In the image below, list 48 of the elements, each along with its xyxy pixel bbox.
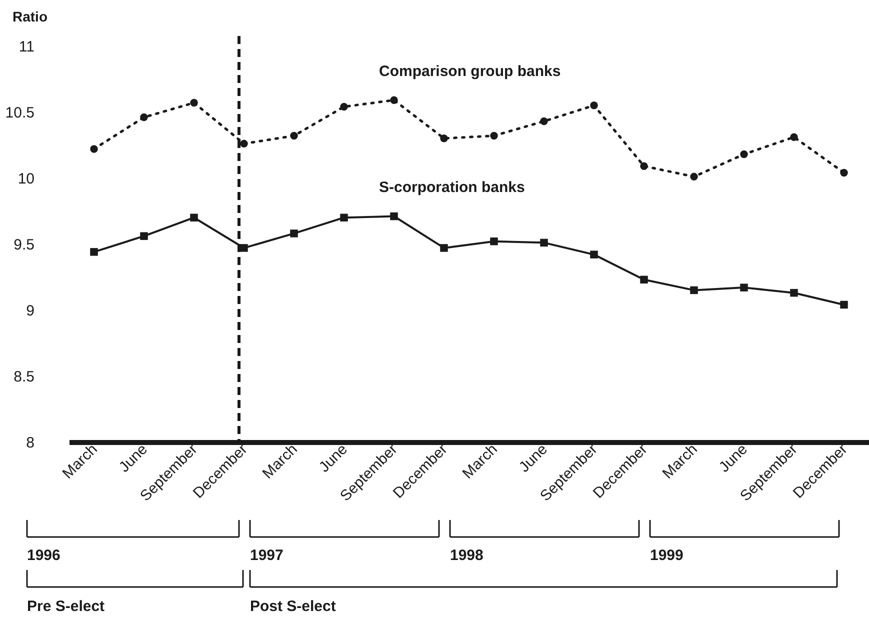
point	[390, 96, 398, 104]
point	[290, 132, 298, 140]
point	[690, 172, 698, 181]
point	[140, 232, 148, 240]
point	[240, 244, 248, 252]
text: 1998	[450, 547, 484, 564]
point	[140, 113, 148, 122]
point	[490, 132, 498, 140]
point	[590, 250, 598, 258]
point	[390, 212, 398, 220]
y-tick-label: 9.5	[14, 236, 34, 254]
y-tick-label: 11	[18, 38, 34, 56]
point	[440, 244, 448, 252]
text: 1999	[650, 547, 684, 564]
point	[540, 238, 548, 247]
point	[240, 140, 248, 148]
point	[790, 133, 798, 141]
point	[690, 286, 698, 294]
point	[540, 117, 548, 126]
point	[340, 102, 348, 111]
text: Post S-elect	[250, 598, 336, 615]
point	[190, 98, 198, 107]
point	[90, 248, 98, 256]
point	[640, 162, 648, 170]
y-tick-label: 9	[26, 302, 34, 320]
point	[590, 102, 598, 110]
point	[790, 288, 798, 297]
text: Pre S-elect	[27, 598, 105, 615]
y-tick-label: 8	[26, 434, 34, 452]
y-tick-label: 8.5	[14, 368, 34, 386]
point	[740, 150, 748, 158]
y-tick-label: 10.5	[5, 104, 34, 122]
point	[290, 230, 298, 238]
point	[190, 214, 198, 222]
text: 1997	[250, 547, 284, 564]
point	[640, 276, 648, 284]
point	[90, 145, 98, 153]
point	[440, 134, 448, 142]
point	[840, 168, 848, 177]
point	[840, 300, 848, 309]
text: 1996	[27, 547, 60, 564]
series-label: S-corporation banks	[379, 179, 525, 196]
point	[340, 214, 348, 222]
point	[740, 284, 748, 292]
y-axis-title: Ratio	[12, 8, 48, 24]
y-tick-label: 10	[18, 170, 34, 188]
series-label: Comparison group banks	[379, 63, 561, 80]
point	[490, 237, 498, 246]
